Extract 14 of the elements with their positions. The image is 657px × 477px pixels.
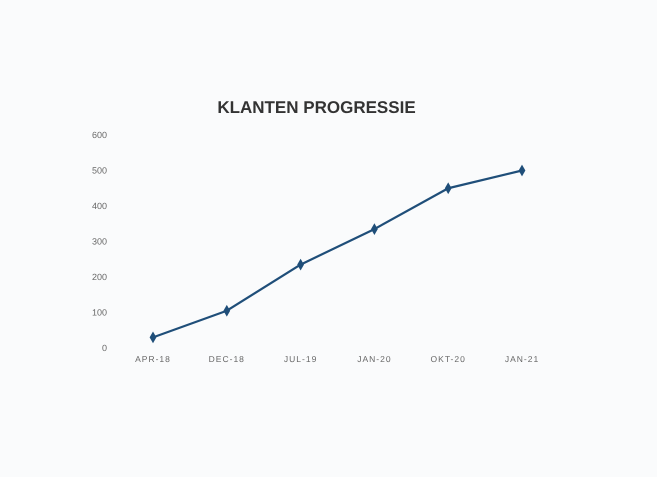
y-tick-label: 200 [92,272,107,282]
x-tick-label: JUL-19 [284,354,318,364]
x-tick-label: APR-18 [135,354,171,364]
x-tick-label: JAN-21 [504,354,540,364]
x-tick-label: DEC-18 [208,354,245,364]
y-tick-label: 300 [92,236,107,247]
y-tick-label: 500 [92,166,107,176]
y-tick-label: 600 [92,130,107,140]
x-tick-label: OKT-20 [430,354,466,364]
chart-title: KLANTEN PROGRESSIE [217,98,416,117]
x-tick-label: JAN-20 [357,354,392,364]
y-tick-label: 0 [102,343,107,354]
y-tick-label: 400 [92,201,107,212]
y-tick-label: 100 [92,308,107,318]
